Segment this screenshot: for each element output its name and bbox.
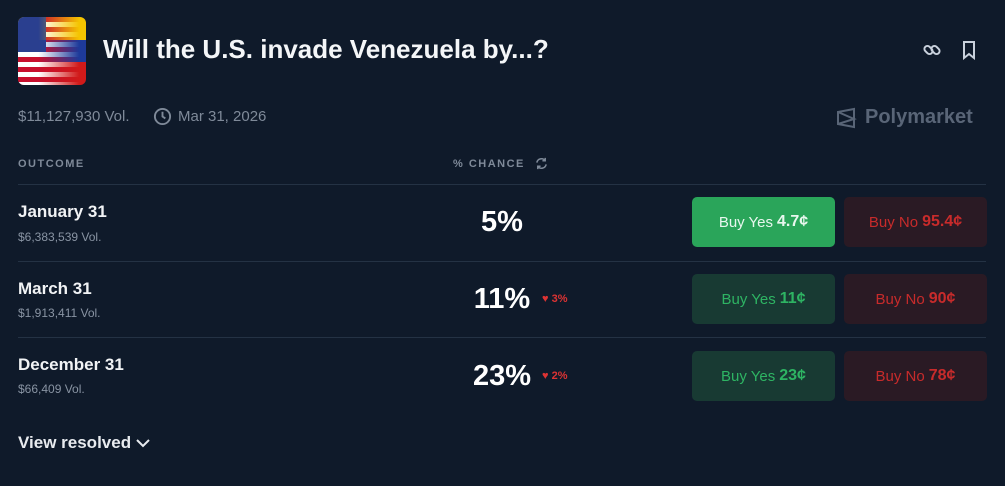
yes-price: 11¢ — [779, 290, 806, 307]
divider — [18, 184, 986, 185]
change-value: 3% — [551, 293, 568, 305]
yes-price: 4.7¢ — [777, 213, 809, 230]
view-resolved-label: View resolved — [18, 433, 132, 452]
outcome-name: January 31 — [18, 202, 107, 221]
outcome-header: OUTCOME — [18, 158, 85, 170]
buy-no-label: Buy No — [875, 290, 925, 308]
bookmark-icon[interactable] — [961, 40, 977, 65]
divider — [18, 337, 986, 338]
outcome-chance: 23% — [472, 360, 532, 392]
view-resolved-link[interactable]: View resolved — [18, 433, 150, 453]
end-date: Mar 31, 2026 — [178, 108, 267, 125]
market-title: Will the U.S. invade Venezuela by...? — [103, 34, 549, 64]
buy-yes-label: Buy Yes — [718, 213, 774, 231]
buy-no-label: Buy No — [875, 367, 925, 385]
buy-yes-button[interactable]: Buy Yes 4.7¢ — [692, 197, 835, 247]
change-value: 2% — [551, 370, 568, 382]
buy-yes-label: Buy Yes — [721, 367, 776, 385]
buy-yes-button[interactable]: Buy Yes 11¢ — [692, 274, 835, 324]
chance-change: ♥ 2% — [542, 370, 568, 382]
yes-price: 23¢ — [779, 367, 806, 384]
outcome-name: March 31 — [18, 279, 92, 298]
down-arrow-icon: ♥ — [542, 370, 549, 382]
outcome-chance: 11% — [473, 283, 531, 315]
buy-no-button[interactable]: Buy No 95.4¢ — [844, 197, 987, 247]
buy-yes-button[interactable]: Buy Yes 23¢ — [692, 351, 835, 401]
buy-no-button[interactable]: Buy No 78¢ — [844, 351, 987, 401]
link-icon[interactable] — [922, 40, 942, 65]
outcome-name: December 31 — [18, 355, 124, 374]
buy-no-button[interactable]: Buy No 90¢ — [844, 274, 987, 324]
no-price: 95.4¢ — [922, 213, 963, 230]
buy-no-label: Buy No — [868, 213, 919, 231]
outcome-volume: $66,409 Vol. — [18, 382, 85, 396]
divider — [18, 261, 986, 262]
outcome-volume: $1,913,411 Vol. — [18, 306, 101, 320]
chance-header: % CHANCE — [453, 158, 525, 170]
no-price: 78¢ — [928, 367, 956, 384]
down-arrow-icon: ♥ — [542, 293, 549, 305]
chevron-down-icon — [136, 439, 150, 448]
no-price: 90¢ — [928, 290, 956, 307]
polymarket-logo: Polymarket — [835, 106, 973, 129]
total-volume: $11,127,930 Vol. — [18, 108, 130, 125]
brand-name: Polymarket — [865, 106, 973, 128]
buy-yes-label: Buy Yes — [721, 290, 776, 308]
refresh-icon[interactable] — [535, 157, 548, 175]
chance-change: ♥ 3% — [542, 293, 568, 305]
market-flag-image — [18, 17, 86, 85]
outcome-volume: $6,383,539 Vol. — [18, 230, 102, 244]
clock-icon — [153, 107, 172, 130]
outcome-chance: 5% — [481, 206, 523, 238]
